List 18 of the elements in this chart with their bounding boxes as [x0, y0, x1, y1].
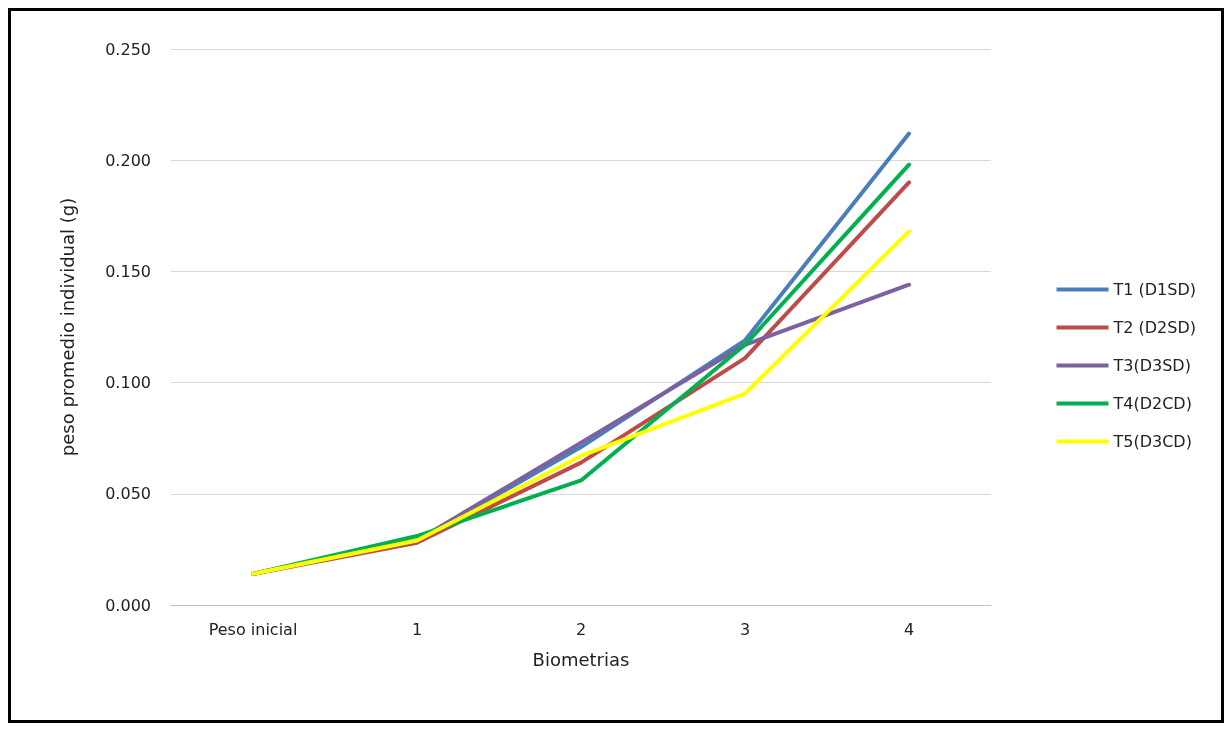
- x-tick-label: 4: [903, 619, 915, 639]
- y-tick-label: 0.150: [105, 261, 151, 281]
- y-tick-label: 0.100: [105, 373, 151, 393]
- x-tick-label: 3: [739, 619, 751, 639]
- x-tick-label: 1: [411, 619, 423, 639]
- x-axis-title: Biometrias: [532, 648, 630, 670]
- legend-label: T3(D3SD): [1112, 356, 1191, 375]
- legend-label: T4(D2CD): [1112, 394, 1192, 413]
- legend-label: T5(D3CD): [1112, 432, 1192, 451]
- legend-label: T2 (D2SD): [1112, 318, 1196, 337]
- y-tick-label: 0.050: [105, 484, 151, 504]
- x-tick-label: 2: [575, 619, 587, 639]
- y-tick-label: 0.200: [105, 150, 151, 170]
- y-tick-label: 0.250: [105, 39, 151, 59]
- legend-label: T1 (D1SD): [1112, 280, 1196, 299]
- y-tick-label: 0.000: [105, 595, 151, 615]
- y-axis-title: peso promedio individual (g): [56, 197, 78, 457]
- x-tick-label: Peso inicial: [208, 619, 298, 639]
